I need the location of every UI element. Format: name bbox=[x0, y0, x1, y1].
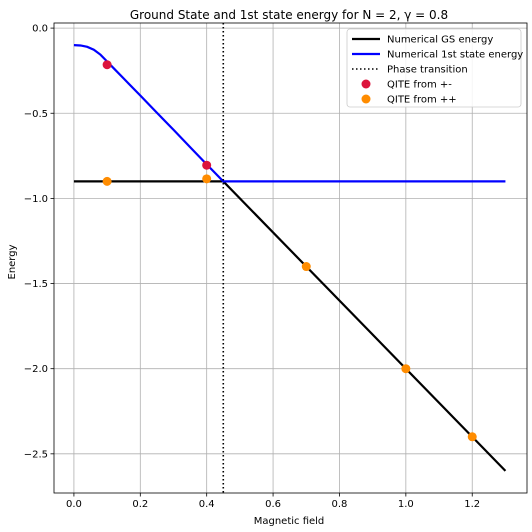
plot-series bbox=[73, 23, 507, 493]
chart-title: Ground State and 1st state energy for N … bbox=[130, 8, 448, 22]
y-tick-label: −0.5 bbox=[24, 109, 48, 120]
scatter-point bbox=[301, 262, 311, 272]
x-tick-label: 0.8 bbox=[332, 499, 348, 510]
legend-label: Numerical GS energy bbox=[387, 35, 493, 46]
legend-box bbox=[346, 28, 522, 108]
series-line bbox=[73, 180, 507, 472]
series-line bbox=[73, 44, 506, 183]
x-axis-label: Magnetic field bbox=[254, 516, 325, 527]
x-axis-ticks: 0.0 0.2 0.4 0.6 0.8 1.0 1.2 bbox=[66, 493, 480, 510]
scatter-point bbox=[202, 160, 212, 170]
y-tick-label: −1.5 bbox=[24, 279, 48, 290]
y-axis-ticks: 0.0 −0.5 −1.0 −1.5 −2.0 −2.5 bbox=[24, 24, 54, 460]
scatter-point bbox=[467, 432, 477, 442]
legend-label: Phase transition bbox=[387, 65, 468, 76]
y-tick-label: −1.0 bbox=[24, 194, 48, 205]
scatter-point bbox=[102, 176, 112, 186]
legend-swatch bbox=[361, 94, 371, 104]
scatter-point bbox=[202, 174, 212, 184]
x-tick-label: 0.2 bbox=[132, 499, 148, 510]
x-tick-label: 1.0 bbox=[398, 499, 414, 510]
scatter-point bbox=[401, 364, 411, 374]
legend-swatch bbox=[361, 79, 371, 89]
scatter-point bbox=[102, 60, 112, 70]
plot-frame bbox=[53, 22, 528, 494]
y-tick-label: −2.0 bbox=[24, 364, 48, 375]
x-tick-label: 0.4 bbox=[199, 499, 215, 510]
x-tick-label: 0.0 bbox=[66, 499, 82, 510]
y-tick-label: −2.5 bbox=[24, 449, 48, 460]
x-tick-label: 1.2 bbox=[464, 499, 480, 510]
x-tick-label: 0.6 bbox=[265, 499, 281, 510]
legend: Numerical GS energy Numerical 1st state e… bbox=[346, 28, 523, 108]
y-axis-label: Energy bbox=[7, 244, 18, 279]
legend-label: QITE from +- bbox=[387, 80, 452, 91]
legend-label: QITE from ++ bbox=[387, 95, 457, 106]
y-tick-label: 0.0 bbox=[32, 24, 48, 35]
legend-label: Numerical 1st state energy bbox=[387, 50, 523, 61]
